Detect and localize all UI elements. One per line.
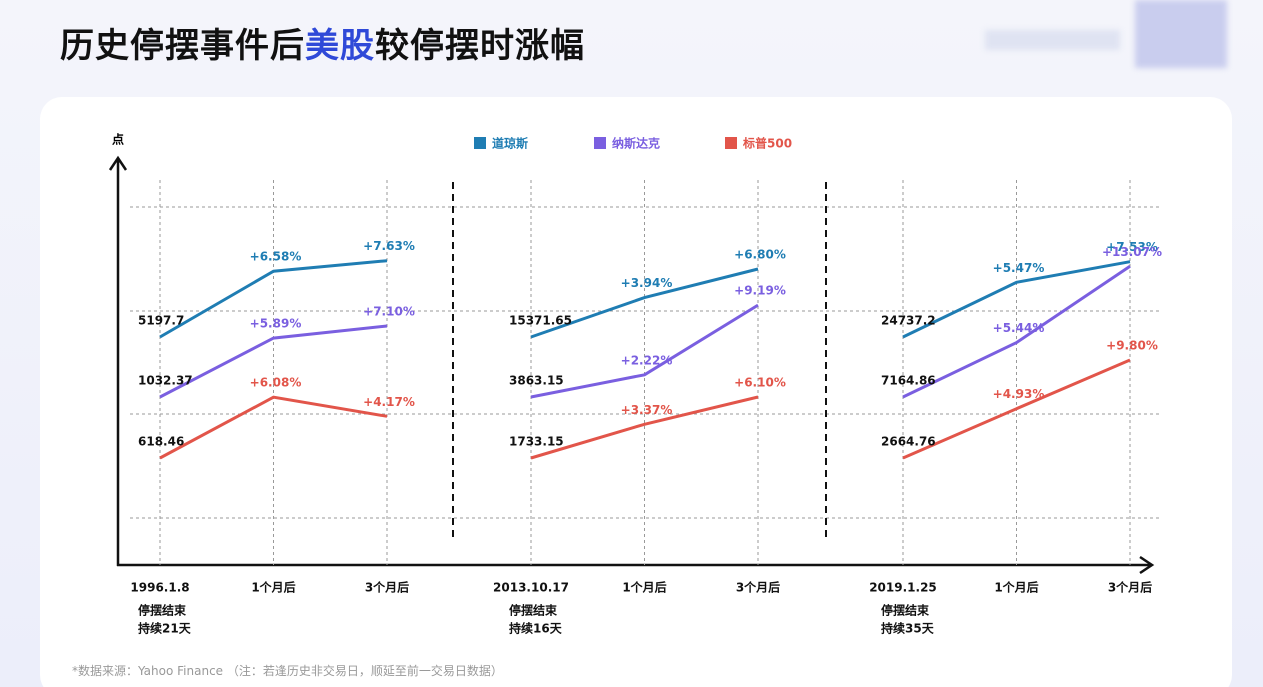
- change-label: +7.10%: [363, 305, 415, 319]
- legend-label: 道琼斯: [492, 136, 528, 151]
- change-label: +4.93%: [993, 387, 1045, 401]
- legend-label: 纳斯达克: [612, 136, 660, 151]
- change-label: +4.17%: [363, 395, 415, 409]
- change-label: +6.80%: [734, 248, 786, 262]
- line: [902, 358, 1131, 460]
- start-value-label: 3863.15: [509, 374, 564, 388]
- start-value-label: 1733.15: [509, 435, 564, 449]
- line: [159, 395, 388, 460]
- x-tick-label: 1996.1.8: [130, 581, 189, 595]
- change-label: +9.80%: [1106, 339, 1158, 353]
- legend-swatch: [594, 137, 606, 149]
- line: [159, 259, 388, 339]
- change-label: +13.07%: [1102, 245, 1162, 259]
- title-highlight: 美股: [305, 26, 375, 66]
- change-label: +6.08%: [250, 376, 302, 390]
- x-tick-label: 2013.10.17: [493, 581, 569, 595]
- logo-blur: [985, 30, 1120, 50]
- line: [902, 265, 1131, 399]
- change-label: +5.89%: [250, 317, 302, 331]
- change-label: +7.53%: [1106, 240, 1158, 254]
- start-value-label: 1032.37: [138, 374, 193, 388]
- x-tick-label: 3个月后: [1108, 580, 1152, 595]
- change-label: +9.19%: [734, 284, 786, 298]
- start-value-label: 2664.76: [881, 435, 936, 449]
- start-value-label: 24737.2: [881, 314, 936, 328]
- x-tick-label: 1个月后: [994, 580, 1038, 595]
- source: *数据来源：Yahoo Finance （注：若逢历史非交易日，顺延至前一交易日…: [72, 664, 503, 678]
- x-tick-label: 1个月后: [622, 580, 666, 595]
- line: [530, 303, 759, 399]
- logo-blur: [1135, 0, 1227, 68]
- change-label: +3.94%: [621, 276, 673, 290]
- x-note: 持续35天: [881, 621, 935, 636]
- change-label: +3.37%: [621, 403, 673, 417]
- line: [530, 267, 759, 339]
- x-tick-label: 2019.1.25: [869, 581, 937, 595]
- x-tick-label: 1个月后: [251, 580, 295, 595]
- start-value-label: 7164.86: [881, 374, 936, 388]
- legend-swatch: [474, 137, 486, 149]
- change-label: +6.10%: [734, 376, 786, 390]
- line: [530, 395, 759, 460]
- start-value-label: 618.46: [138, 435, 184, 449]
- change-label: +6.58%: [250, 250, 302, 264]
- card: [40, 97, 1232, 687]
- title-part: 历史停摆事件后: [60, 26, 305, 66]
- change-label: +5.47%: [993, 261, 1045, 275]
- line: [159, 324, 388, 399]
- title-part: 较停摆时涨幅: [375, 26, 585, 66]
- x-note: 持续21天: [138, 621, 192, 636]
- line: [902, 260, 1131, 339]
- change-label: +5.44%: [993, 321, 1045, 335]
- change-label: +7.63%: [363, 239, 415, 253]
- x-axis: [117, 555, 1155, 575]
- y-axis: [108, 155, 128, 566]
- x-note: 持续16天: [509, 621, 563, 636]
- start-value-label: 15371.65: [509, 314, 572, 328]
- change-label: +2.22%: [621, 353, 673, 367]
- legend-swatch: [725, 137, 737, 149]
- legend-label: 标普500: [742, 136, 792, 151]
- x-tick-label: 3个月后: [365, 580, 409, 595]
- x-note: 停摆结束: [138, 603, 187, 618]
- start-value-label: 5197.7: [138, 314, 184, 328]
- y-axis-label: 点: [112, 132, 124, 147]
- title: 历史停摆事件后美股较停摆时涨幅: [60, 18, 585, 67]
- x-note: 停摆结束: [509, 603, 558, 618]
- x-tick-label: 3个月后: [736, 580, 780, 595]
- grid: [130, 206, 1162, 519]
- x-note: 停摆结束: [881, 603, 930, 618]
